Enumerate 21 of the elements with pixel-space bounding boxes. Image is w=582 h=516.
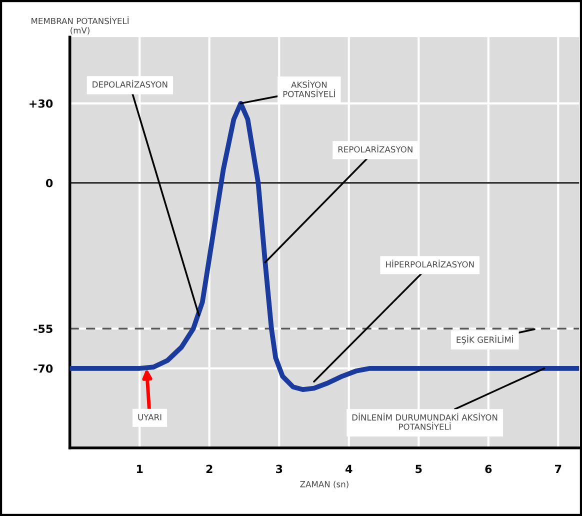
ref-line-label: EŞİK GERİLİMİ <box>456 335 513 344</box>
y-axis-title: MEMBRAN POTANSİYELİ (mV) <box>32 16 128 34</box>
x-tick-label: 3 <box>276 464 282 474</box>
annotation: DİNLENİM DURUMUNDAKİ AKSİYON POTANSİYELİ <box>352 412 498 430</box>
y-tick-label: -55 <box>34 324 52 334</box>
x-tick-label: 7 <box>555 464 562 473</box>
line-series <box>70 100 580 392</box>
x-tick-label: 4 <box>346 464 352 473</box>
annotation: UYARI <box>138 414 162 420</box>
y-tick-label: 0 <box>46 178 53 188</box>
annotation: REPOLARİZASYON <box>338 144 412 153</box>
x-tick-label: 6 <box>485 464 492 474</box>
x-tick-label: 5 <box>416 464 422 474</box>
x-tick-label: 2 <box>206 464 212 473</box>
x-axis-title: ZAMAN (sn) <box>300 480 348 488</box>
annotation: AKSİYON POTANSİYELİ <box>283 80 335 98</box>
annotation: HİPERPOLARİZASYON <box>386 260 474 268</box>
y-tick-label: -70 <box>34 364 53 373</box>
annotation: DEPOLARİZASYON <box>92 80 168 88</box>
x-tick-label: 1 <box>136 464 143 473</box>
y-tick-label: +30 <box>30 99 53 108</box>
